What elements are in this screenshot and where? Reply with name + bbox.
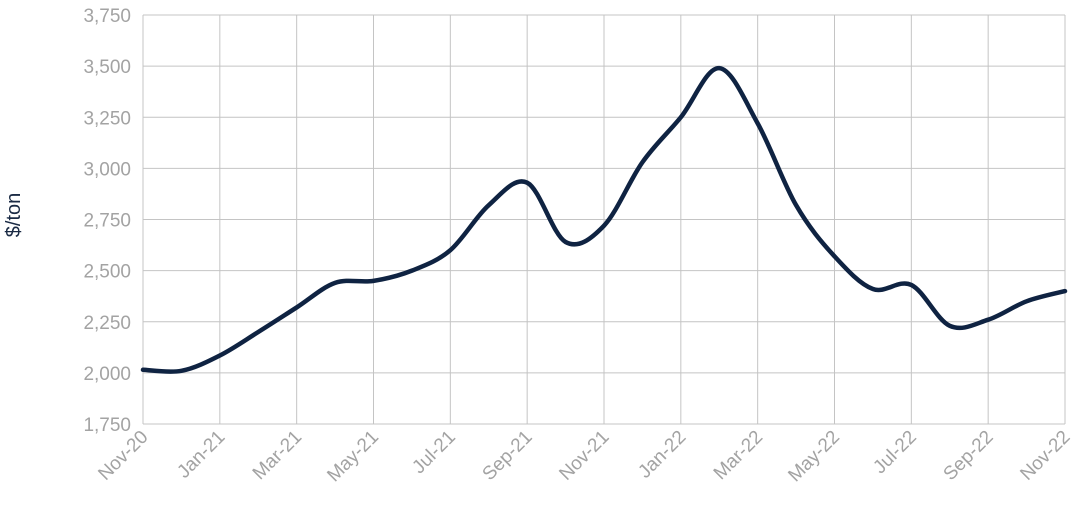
y-tick-label: 2,750: [83, 211, 131, 232]
grid-lines: [142, 14, 1066, 425]
y-tick-label: 1,750: [83, 415, 131, 436]
series-line: [140, 65, 1068, 374]
x-tick-label: Sep-22: [940, 427, 998, 485]
y-tick-label: 3,750: [83, 6, 131, 27]
x-tick-label: Nov-22: [1016, 427, 1074, 485]
x-tick-label: Jul-21: [408, 427, 459, 478]
y-tick-label: 2,500: [83, 262, 131, 283]
y-tick-label: 3,000: [83, 159, 131, 180]
y-tick-label: 2,250: [83, 313, 131, 334]
x-tick-label: Mar-21: [249, 427, 306, 484]
x-tick-label: Sep-21: [479, 427, 537, 485]
x-tick-label: Jan-22: [634, 427, 690, 483]
x-tick-label: Nov-21: [555, 427, 613, 485]
y-axis-label: $/ton: [3, 193, 25, 237]
x-tick-label: May-21: [323, 427, 383, 487]
y-tick-label: 3,500: [83, 57, 131, 78]
x-tick-label: May-22: [784, 427, 844, 487]
y-tick-label: 2,000: [83, 364, 131, 385]
y-tick-label: 3,250: [83, 108, 131, 129]
y-axis-ticks: 1,750 2,000 2,250 2,500 2,750 3,000 3,250 3,500…: [83, 6, 131, 436]
x-axis-ticks: Nov-20 Jan-21 Mar-21 May-21 Jul-21 Sep-21 Nov-…: [94, 427, 1074, 487]
x-tick-label: Jul-22: [869, 427, 920, 478]
x-tick-label: Mar-22: [710, 427, 767, 484]
x-tick-label: Jan-21: [173, 427, 229, 483]
